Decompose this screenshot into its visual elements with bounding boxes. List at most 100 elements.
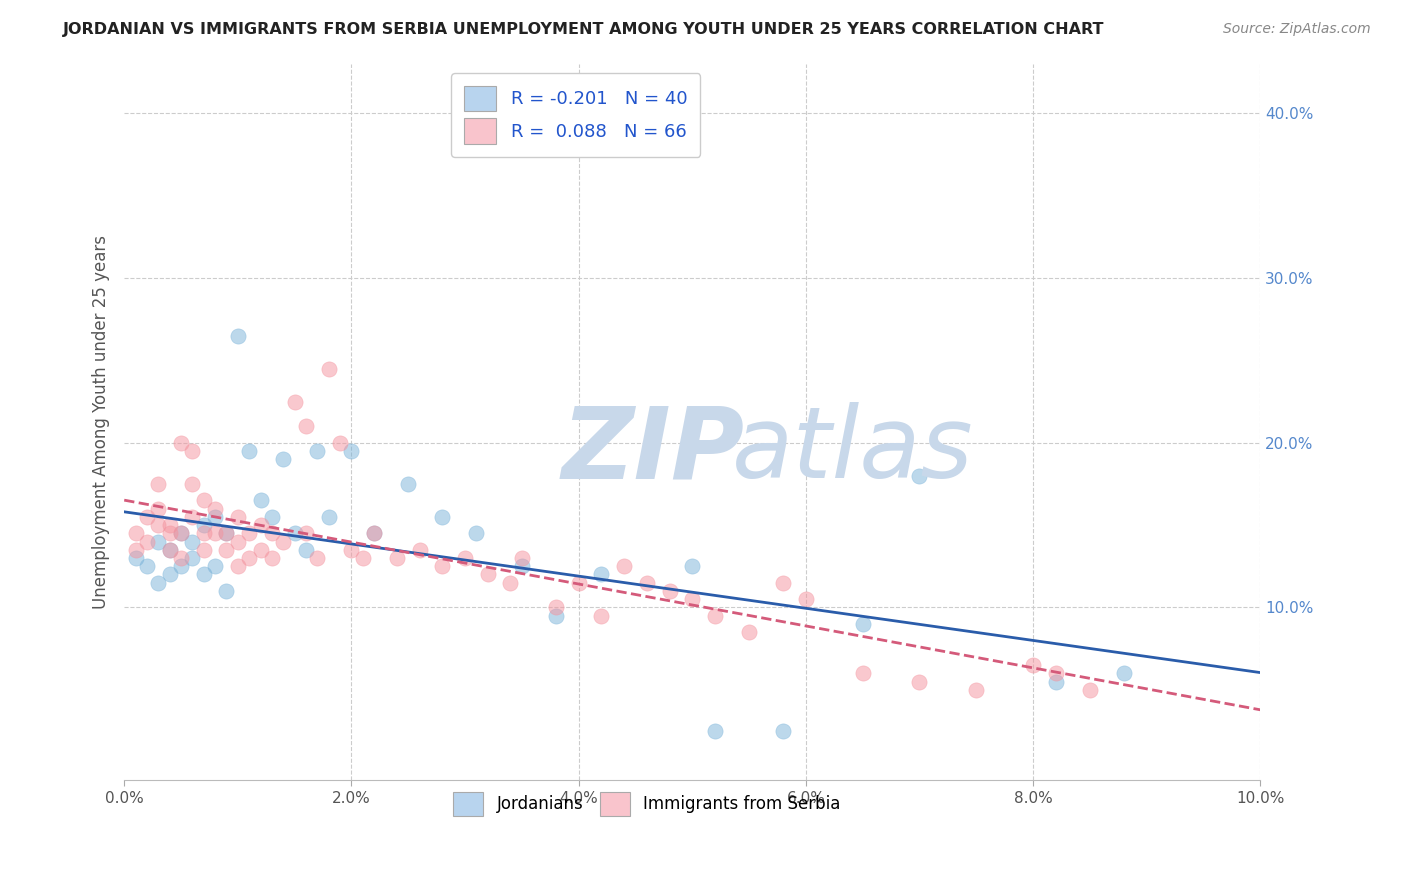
Point [204,501,226,516]
Point [181,551,204,566]
Point [340,542,363,557]
Point [238,551,260,566]
Point [159,518,181,533]
Point [965,682,987,697]
Point [159,567,181,582]
Point [385,551,408,566]
Point [658,583,681,598]
Point [363,526,385,541]
Point [636,575,658,590]
Point [772,723,794,738]
Point [363,526,385,541]
Point [1045,674,1067,689]
Point [226,559,249,574]
Point [432,509,454,524]
Point [148,477,170,491]
Point [226,509,249,524]
Point [204,509,226,524]
Point [613,559,636,574]
Point [284,526,307,541]
Point [238,526,260,541]
Point [215,583,238,598]
Point [318,509,340,524]
Point [852,616,875,631]
Point [181,444,204,458]
Point [271,534,294,549]
Point [181,477,204,491]
Point [170,526,193,541]
Point [908,674,931,689]
Point [181,534,204,549]
Point [136,534,159,549]
Point [772,575,794,590]
Point [260,551,283,566]
Text: atlas: atlas [733,402,973,500]
Point [704,608,727,623]
Point [465,526,488,541]
Point [738,625,761,640]
Point [544,600,567,615]
Point [215,526,238,541]
Text: JORDANIAN VS IMMIGRANTS FROM SERBIA UNEMPLOYMENT AMONG YOUTH UNDER 25 YEARS CORR: JORDANIAN VS IMMIGRANTS FROM SERBIA UNEM… [63,22,1105,37]
Text: Source: ZipAtlas.com: Source: ZipAtlas.com [1223,22,1371,37]
Point [544,608,567,623]
Point [193,567,215,582]
Point [124,526,146,541]
Point [352,551,374,566]
Point [170,559,193,574]
Y-axis label: Unemployment Among Youth under 25 years: Unemployment Among Youth under 25 years [93,235,110,609]
Point [681,592,703,607]
Point [568,575,591,590]
Point [170,526,193,541]
Point [1045,666,1067,681]
Point [852,666,875,681]
Point [477,567,499,582]
Point [238,444,260,458]
Point [510,551,533,566]
Point [170,435,193,450]
Point [193,526,215,541]
Point [215,526,238,541]
Point [396,477,419,491]
Point [159,526,181,541]
Point [1022,658,1045,673]
Point [295,419,318,434]
Point [249,542,271,557]
Point [591,608,613,623]
Point [284,394,307,409]
Point [329,435,352,450]
Point [249,493,271,508]
Text: ZIP: ZIP [561,402,745,500]
Point [454,551,477,566]
Point [215,542,238,557]
Point [148,575,170,590]
Point [307,551,329,566]
Point [226,534,249,549]
Point [148,534,170,549]
Point [148,518,170,533]
Point [193,493,215,508]
Point [307,444,329,458]
Point [181,509,204,524]
Point [159,542,181,557]
Point [271,452,294,467]
Point [318,361,340,376]
Point [148,501,170,516]
Point [340,444,363,458]
Point [1078,682,1101,697]
Point [432,559,454,574]
Point [591,567,613,582]
Point [124,551,146,566]
Point [136,559,159,574]
Point [499,575,522,590]
Point [704,723,727,738]
Point [170,551,193,566]
Legend: Jordanians, Immigrants from Serbia: Jordanians, Immigrants from Serbia [443,782,851,826]
Point [1112,666,1135,681]
Point [226,328,249,343]
Point [295,542,318,557]
Point [681,559,703,574]
Point [249,518,271,533]
Point [295,526,318,541]
Point [136,509,159,524]
